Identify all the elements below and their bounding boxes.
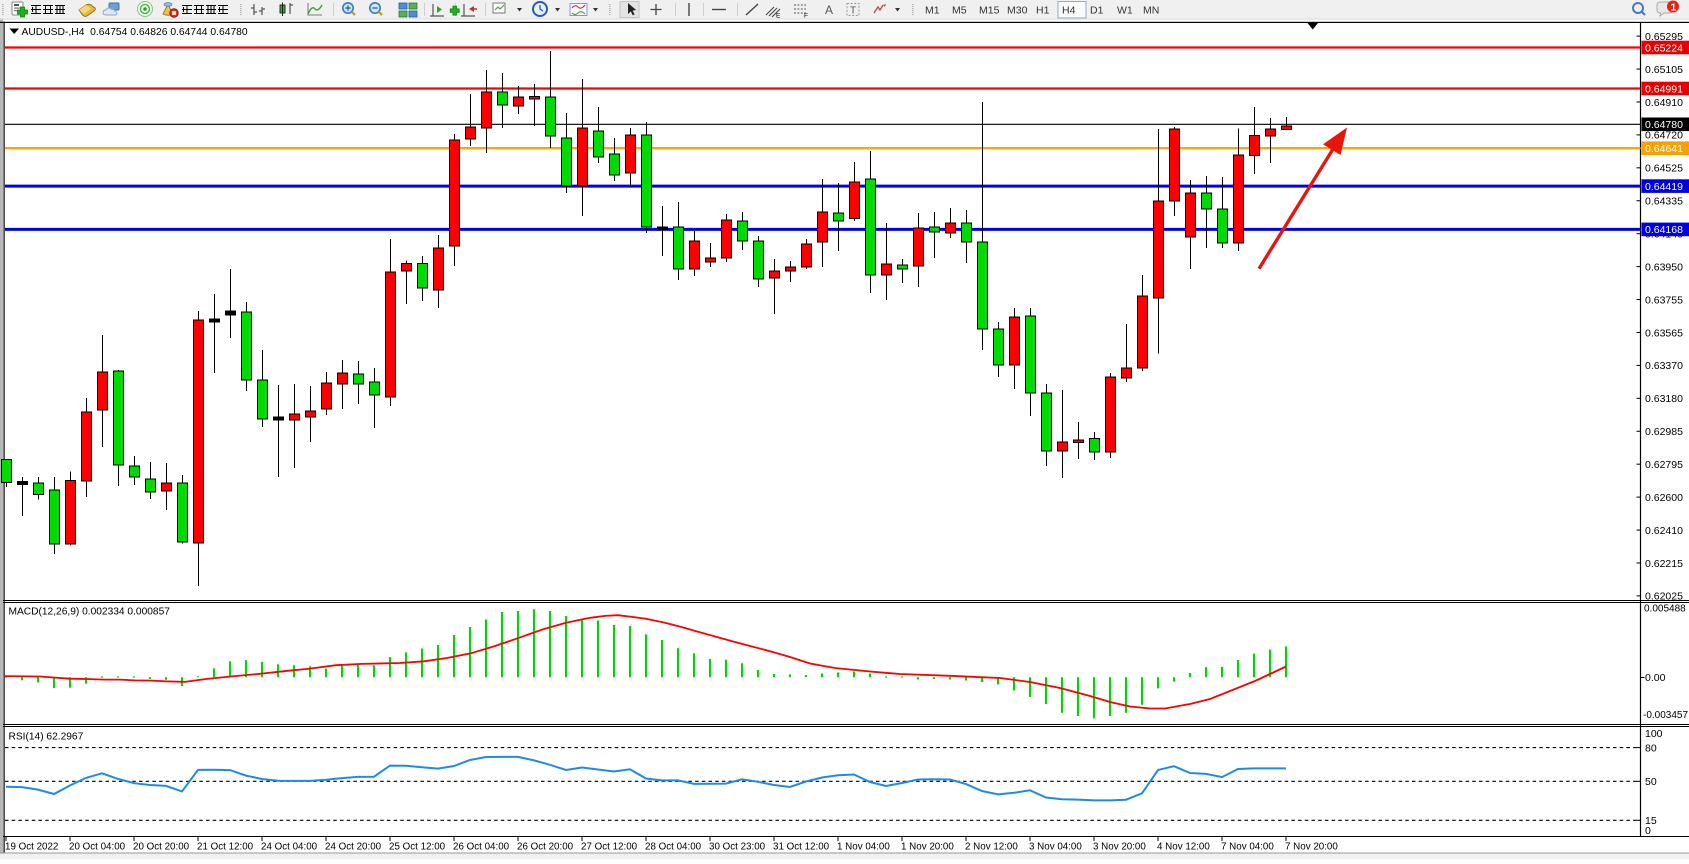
svg-text:0.64720: 0.64720 — [1645, 130, 1683, 142]
svg-text:24 Oct 20:00: 24 Oct 20:00 — [325, 842, 382, 853]
svg-text:A: A — [825, 3, 833, 17]
svg-text:0.62410: 0.62410 — [1645, 525, 1683, 537]
svg-text:D1: D1 — [1090, 5, 1104, 17]
svg-text:25 Oct 12:00: 25 Oct 12:00 — [389, 842, 446, 853]
svg-text:F: F — [804, 13, 808, 20]
svg-text:21 Oct 12:00: 21 Oct 12:00 — [197, 842, 254, 853]
svg-text:0: 0 — [1645, 825, 1651, 837]
svg-text:H1: H1 — [1036, 5, 1050, 17]
svg-text:0.64335: 0.64335 — [1645, 196, 1683, 208]
svg-text:AUDUSD-,H4 0.64754 0.64826 0.: AUDUSD-,H4 0.64754 0.64826 0.64744 0.647… — [22, 27, 248, 38]
svg-text:28 Oct 04:00: 28 Oct 04:00 — [645, 842, 702, 853]
svg-text:26 Oct 20:00: 26 Oct 20:00 — [517, 842, 574, 853]
svg-text:RSI(14) 62.2967: RSI(14) 62.2967 — [9, 732, 84, 743]
svg-text:0.64168: 0.64168 — [1645, 224, 1683, 236]
svg-text:20 Oct 04:00: 20 Oct 04:00 — [69, 842, 126, 853]
svg-text:0.64641: 0.64641 — [1645, 143, 1683, 155]
svg-text:3 Nov 04:00: 3 Nov 04:00 — [1029, 842, 1082, 853]
svg-text:1 Nov 04:00: 1 Nov 04:00 — [837, 842, 890, 853]
svg-text:0.63370: 0.63370 — [1645, 360, 1683, 372]
svg-text:80: 80 — [1645, 742, 1657, 754]
svg-text:0.64780: 0.64780 — [1645, 119, 1683, 131]
svg-text:19 Oct 2022: 19 Oct 2022 — [5, 842, 58, 853]
svg-text:M30: M30 — [1007, 5, 1028, 17]
svg-text:26 Oct 04:00: 26 Oct 04:00 — [453, 842, 510, 853]
svg-text:0.62985: 0.62985 — [1645, 426, 1683, 438]
svg-text:2 Nov 12:00: 2 Nov 12:00 — [965, 842, 1018, 853]
svg-text:W1: W1 — [1117, 5, 1133, 17]
svg-text:0.63950: 0.63950 — [1645, 261, 1683, 273]
svg-text:0.65105: 0.65105 — [1645, 64, 1683, 76]
svg-text:0.64991: 0.64991 — [1645, 83, 1683, 95]
svg-text:0.63565: 0.63565 — [1645, 327, 1683, 339]
svg-text:24 Oct 04:00: 24 Oct 04:00 — [261, 842, 318, 853]
svg-text:20 Oct 20:00: 20 Oct 20:00 — [133, 842, 190, 853]
svg-text:0.62600: 0.62600 — [1645, 492, 1683, 504]
svg-text:0.62025: 0.62025 — [1645, 591, 1683, 603]
svg-text:0.64910: 0.64910 — [1645, 97, 1683, 109]
svg-text:M1: M1 — [925, 5, 940, 17]
svg-text:-0.003457: -0.003457 — [1643, 710, 1688, 721]
svg-text:E: E — [776, 13, 781, 20]
svg-text:7 Nov 20:00: 7 Nov 20:00 — [1285, 842, 1338, 853]
svg-text:0.65224: 0.65224 — [1645, 42, 1683, 54]
svg-text:50: 50 — [1645, 776, 1657, 788]
svg-text:7 Nov 04:00: 7 Nov 04:00 — [1221, 842, 1274, 853]
svg-text:0.63180: 0.63180 — [1645, 393, 1683, 405]
svg-text:0.64525: 0.64525 — [1645, 163, 1683, 175]
svg-text:H4: H4 — [1062, 5, 1076, 17]
svg-text:T: T — [850, 6, 856, 17]
svg-text:100: 100 — [1645, 728, 1663, 740]
svg-text:27 Oct 12:00: 27 Oct 12:00 — [581, 842, 638, 853]
svg-text:30 Oct 23:00: 30 Oct 23:00 — [709, 842, 766, 853]
svg-text:0.00: 0.00 — [1645, 672, 1666, 684]
svg-text:0.63755: 0.63755 — [1645, 294, 1683, 306]
svg-text:3 Nov 20:00: 3 Nov 20:00 — [1093, 842, 1146, 853]
svg-text:1 Nov 20:00: 1 Nov 20:00 — [901, 842, 954, 853]
svg-text:0.005488: 0.005488 — [1644, 604, 1686, 615]
svg-text:0.62795: 0.62795 — [1645, 459, 1683, 471]
svg-text:MACD(12,26,9) 0.002334 0.00085: MACD(12,26,9) 0.002334 0.000857 — [9, 607, 171, 618]
svg-text:MN: MN — [1143, 5, 1159, 17]
svg-text:4 Nov 12:00: 4 Nov 12:00 — [1157, 842, 1210, 853]
svg-text:1: 1 — [1671, 2, 1677, 14]
svg-text:31 Oct 12:00: 31 Oct 12:00 — [773, 842, 830, 853]
svg-text:0.64419: 0.64419 — [1645, 181, 1683, 193]
svg-text:M5: M5 — [952, 5, 967, 17]
svg-text:M15: M15 — [979, 5, 1000, 17]
svg-text:0.62215: 0.62215 — [1645, 558, 1683, 570]
